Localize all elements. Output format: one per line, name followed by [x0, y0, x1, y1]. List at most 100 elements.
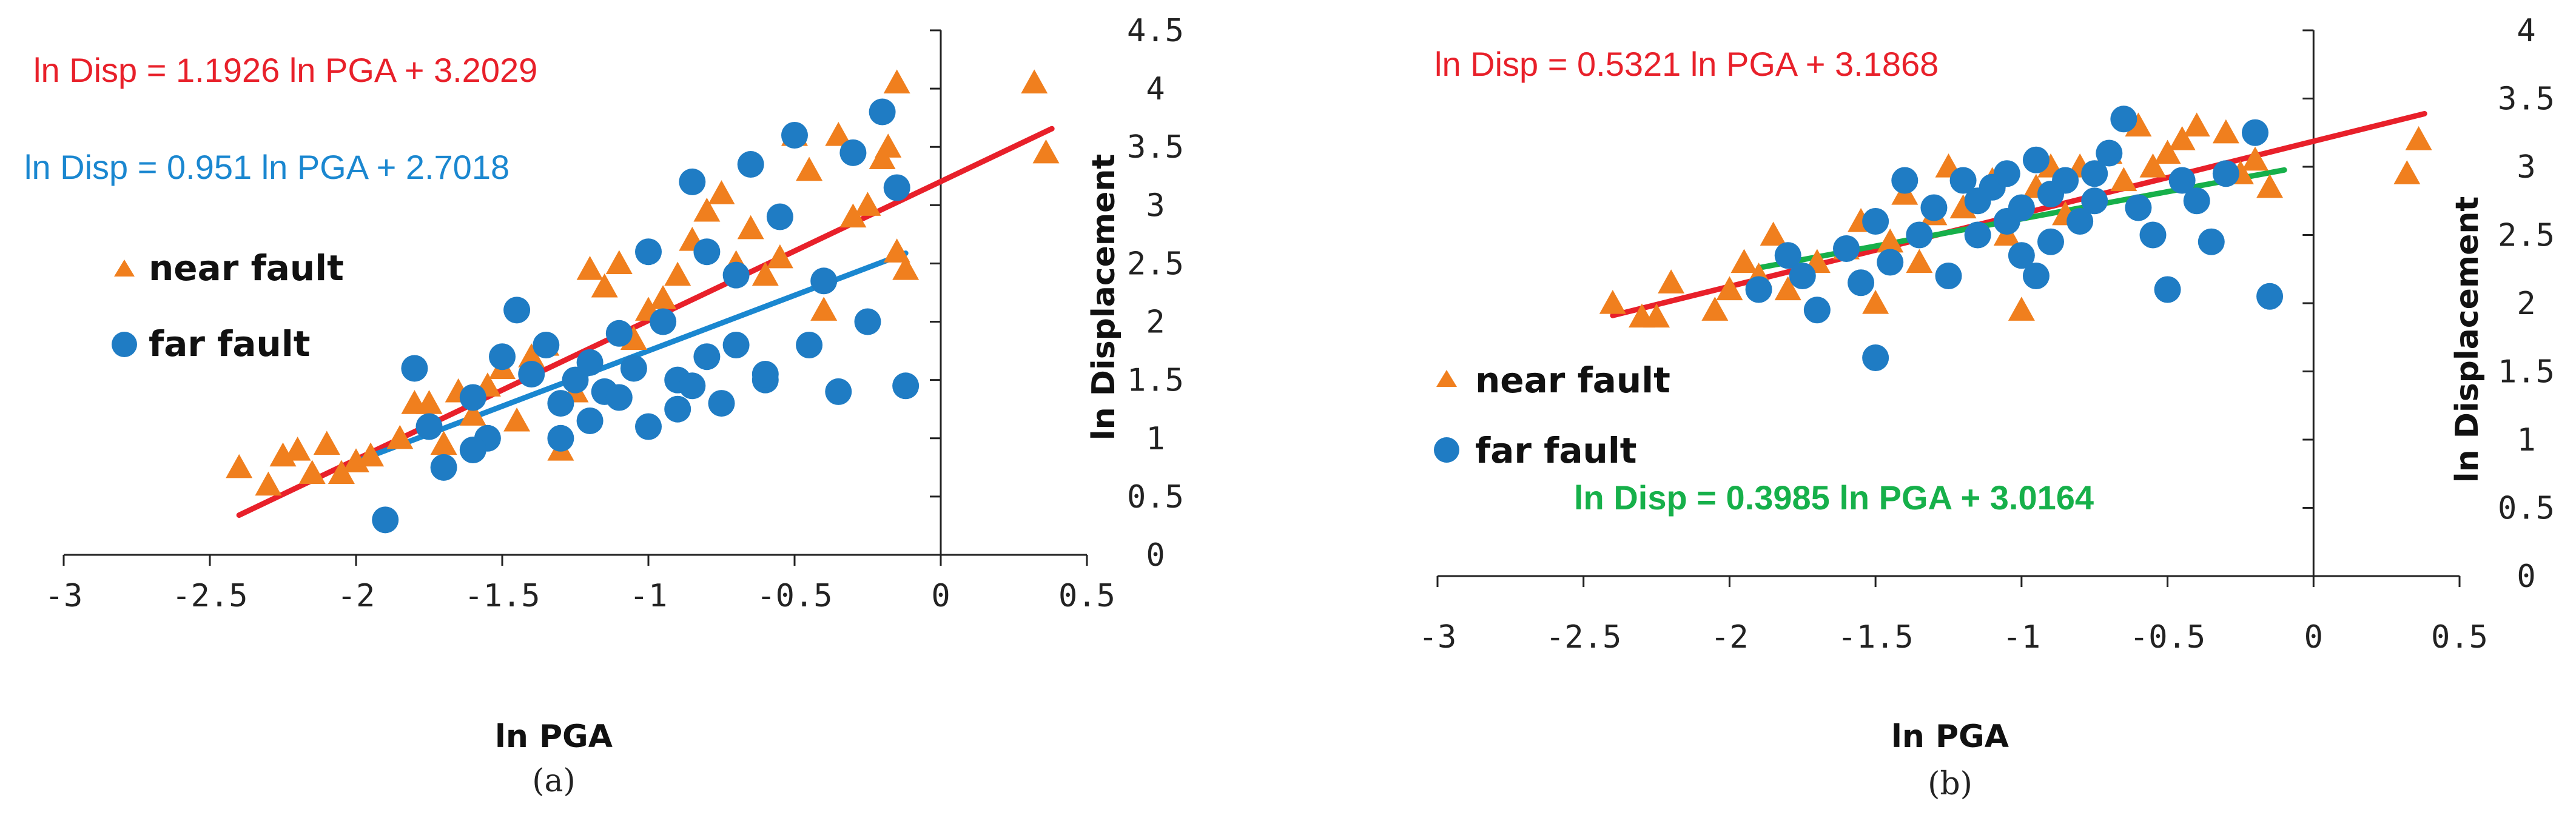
near-fault-point: [2154, 139, 2181, 164]
near-fault-point: [226, 454, 253, 478]
y-axis-title-a: ln Displacement: [1086, 154, 1122, 440]
far-fault-point: [2008, 194, 2035, 221]
far-fault-point: [547, 390, 574, 417]
far-fault-point: [883, 174, 910, 201]
far-fault-point: [1993, 160, 2020, 187]
chart-panel-b: -3 -2.5 -2 -1.5 -1 -0.5 0 0.5 0 0.5 1 1.5 2 2.5 3 3.5 4…: [1419, 13, 2555, 802]
far-fault-point: [620, 355, 647, 382]
far-fault-point: [2154, 276, 2181, 303]
far-fault-point: [518, 361, 545, 388]
near-fault-point: [605, 250, 633, 275]
near-fault-point: [737, 215, 764, 240]
y-axis-title-b: ln Displacement: [2449, 196, 2486, 483]
near-fault-point: [1730, 249, 1758, 273]
equation-far-a: ln Disp = 0.951 ln PGA + 2.7018: [24, 148, 509, 186]
far-fault-point: [1848, 269, 1875, 297]
near-fault-point: [766, 244, 793, 269]
near-fault-point: [875, 133, 902, 158]
far-fault-point: [401, 355, 428, 382]
near-fault-point: [2139, 153, 2167, 178]
x-tick-label: 0: [2304, 619, 2323, 656]
far-fault-point: [1789, 263, 1816, 289]
far-fault-point: [766, 203, 793, 230]
y-tick-label: 1.5: [1127, 363, 1184, 399]
near-fault-point: [708, 180, 735, 204]
far-fault-point: [693, 343, 721, 371]
equation-near-a: ln Disp = 1.1926 ln PGA + 3.2029: [33, 51, 537, 89]
x-tick-label: 0.5: [2431, 619, 2488, 656]
x-tick-label: -0.5: [2130, 619, 2205, 656]
far-fault-point: [2022, 263, 2050, 289]
y-tick-label: 2.5: [2498, 218, 2555, 254]
x-tick-label: -1.5: [464, 578, 540, 614]
y-tick-label: 3: [2517, 149, 2535, 186]
y-tick-label: 0: [2517, 558, 2535, 595]
far-fault-point: [605, 320, 633, 347]
far-fault-point: [892, 372, 920, 400]
far-fault-point: [839, 139, 867, 166]
y-tick-label: 1: [2517, 422, 2535, 458]
near-fault-point: [1032, 139, 1060, 164]
far-fault-point: [679, 372, 706, 400]
x-tick-label: 0: [931, 578, 950, 614]
near-fault-point: [1906, 249, 1933, 273]
far-fault-point: [2096, 139, 2123, 167]
far-fault-point: [650, 308, 677, 335]
legend-far-marker-b: [1434, 437, 1459, 463]
legend-near-label-a: near fault: [149, 247, 344, 289]
far-fault-point: [547, 424, 574, 452]
far-fault-point: [576, 407, 604, 434]
legend-b: near fault far fault: [1434, 360, 1670, 471]
near-fault-point: [650, 285, 677, 309]
near-fault-point: [1716, 276, 1743, 301]
legend-far-label-b: far fault: [1475, 430, 1636, 471]
legend-near-label-b: near fault: [1475, 360, 1670, 401]
far-fault-point: [722, 261, 750, 289]
panel-label-a: (a): [532, 763, 576, 799]
far-fault-point: [2081, 160, 2108, 187]
near-fault-point: [1774, 276, 1801, 301]
far-fault-point: [562, 366, 589, 394]
y-tick-label: 0: [1146, 537, 1165, 574]
data-points-a: [226, 69, 1060, 534]
far-fault-point: [2008, 242, 2035, 269]
near-fault-point: [1877, 228, 1904, 253]
far-fault-point: [781, 122, 808, 149]
x-tick-label: -0.5: [756, 578, 832, 614]
panel-label-b: (b): [1928, 766, 1972, 802]
far-fault-point: [533, 332, 560, 358]
far-fault-point: [1920, 194, 1948, 221]
y-tick-label: 2: [2517, 286, 2535, 322]
x-tick-label: -2: [337, 578, 375, 614]
y-tick-label: 1.5: [2498, 354, 2555, 391]
near-fault-point: [1021, 69, 1048, 94]
far-fault-point: [2198, 228, 2225, 255]
far-fault-point: [810, 267, 838, 295]
far-fault-point: [708, 390, 735, 417]
x-tick-label: -2.5: [1545, 619, 1621, 656]
near-fault-point: [2212, 119, 2239, 144]
y-tick-label: 1: [1146, 421, 1165, 457]
x-tick-label: -2.5: [172, 578, 247, 614]
y-tick-label: 4: [2517, 13, 2535, 49]
far-fault-point: [2212, 160, 2239, 187]
near-fault-point: [1658, 269, 1685, 293]
far-fault-point: [1877, 249, 1904, 276]
y-tick-label: 3.5: [2498, 81, 2555, 118]
near-fault-point: [2242, 146, 2268, 171]
far-fault-point: [737, 151, 764, 178]
far-fault-point: [854, 308, 881, 335]
near-fault-point: [664, 261, 691, 286]
near-fault-point: [1760, 221, 1787, 246]
far-fault-point: [635, 413, 662, 440]
far-fault-point: [1964, 221, 1991, 249]
near-fault-point: [518, 343, 545, 367]
near-fault-point: [810, 297, 838, 321]
far-fault-point: [2067, 208, 2094, 235]
near-fault-point: [2008, 297, 2035, 321]
far-fault-point: [825, 378, 852, 405]
far-fault-point: [1949, 167, 1977, 194]
far-fault-point: [503, 297, 531, 324]
far-fault-point: [459, 437, 486, 463]
near-fault-point: [1643, 303, 1670, 328]
